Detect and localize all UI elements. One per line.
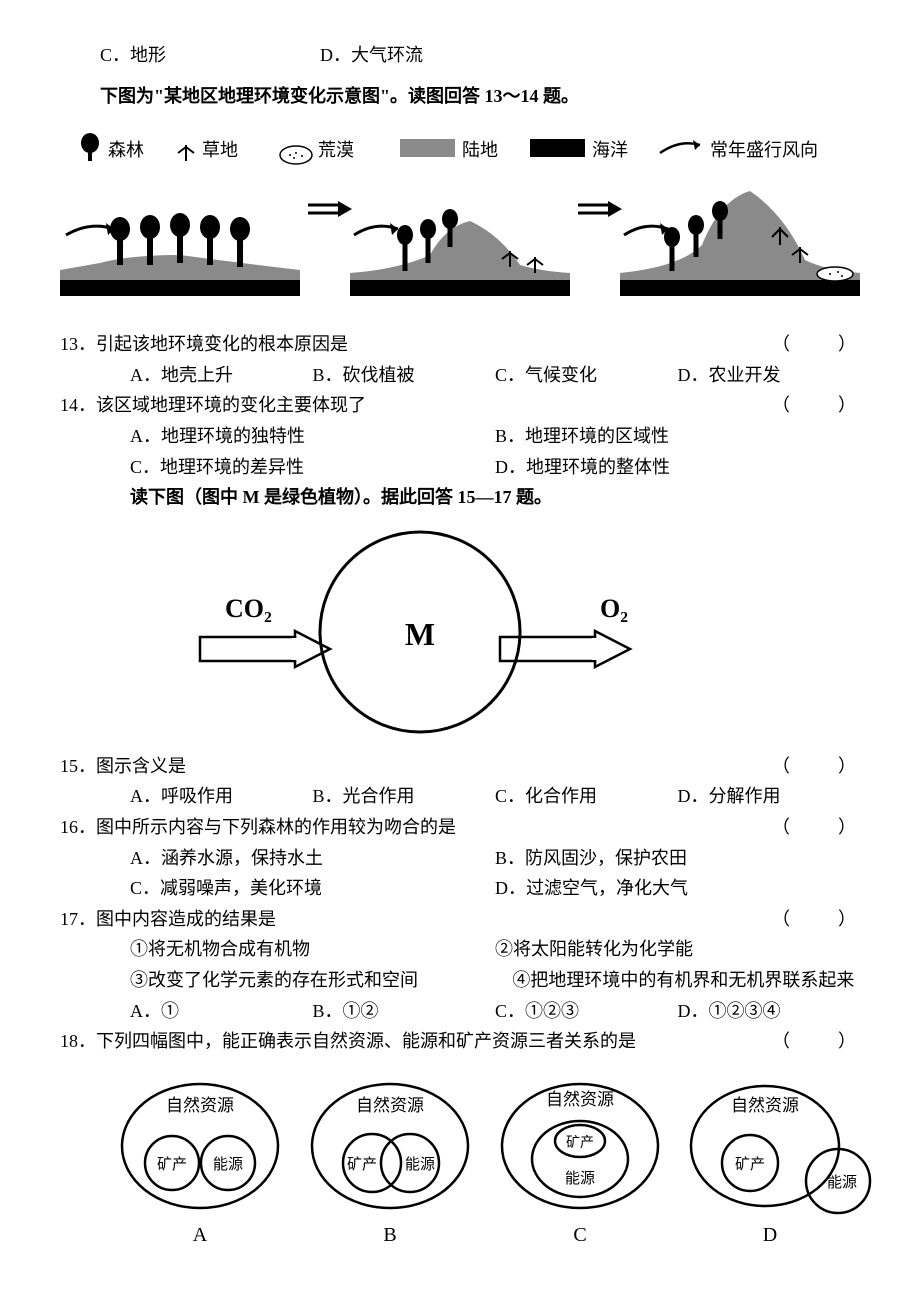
q17-s1: ①将无机物合成有机物 — [130, 934, 495, 965]
q13-a: A．地壳上升 — [130, 360, 313, 391]
vennC-nature: 自然资源 — [546, 1090, 614, 1109]
q13-options: A．地壳上升 B．砍伐植被 C．气候变化 D．农业开发 — [60, 360, 860, 391]
q15-options: A．呼吸作用 B．光合作用 C．化合作用 D．分解作用 — [60, 781, 860, 812]
q17-d: D．①②③④ — [678, 996, 861, 1027]
fig2-co2: CO₂ — [225, 594, 272, 623]
q14-num: 14． — [60, 390, 96, 421]
vennA-nature: 自然资源 — [166, 1096, 234, 1115]
q14-d: D．地理环境的整体性 — [495, 452, 860, 483]
q17-num: 17． — [60, 904, 96, 935]
q13: 13． 引起该地环境变化的根本原因是 （ ） — [60, 329, 860, 360]
opt-d: D．大气环流 — [320, 40, 423, 71]
q17-statements-row1: ①将无机物合成有机物 ②将太阳能转化为化学能 — [60, 934, 860, 965]
q13-paren: （ ） — [772, 329, 860, 360]
vennB-mineral: 矿产 — [347, 1156, 377, 1173]
q17-s2: ②将太阳能转化为化学能 — [495, 934, 860, 965]
vennD-energy: 能源 — [827, 1174, 857, 1191]
legend-wind: 常年盛行风向 — [710, 140, 818, 160]
q18-stem: 下列四幅图中，能正确表示自然资源、能源和矿产资源三者关系的是 — [96, 1026, 772, 1057]
vennB-nature: 自然资源 — [356, 1096, 424, 1115]
q17-options: A．① B．①② C．①②③ D．①②③④ — [60, 996, 860, 1027]
q15-b: B．光合作用 — [313, 781, 496, 812]
q17-paren: （ ） — [772, 904, 860, 935]
legend-grass: 草地 — [202, 140, 238, 160]
q14-paren: （ ） — [772, 390, 860, 421]
figure-environment-change: 森林 草地 荒漠 陆地 海洋 常年盛行风向 — [60, 125, 860, 315]
legend-ocean: 海洋 — [592, 140, 628, 160]
vennD-nature: 自然资源 — [731, 1096, 799, 1115]
q13-d: D．农业开发 — [678, 360, 861, 391]
vennC-label: C — [573, 1224, 586, 1246]
intro-15-17: 读下图（图中 M 是绿色植物）。据此回答 15—17 题。 — [60, 482, 860, 513]
q13-b: B．砍伐植被 — [313, 360, 496, 391]
legend-land: 陆地 — [462, 140, 498, 160]
vennD-mineral: 矿产 — [735, 1156, 765, 1173]
q15-num: 15． — [60, 751, 96, 782]
q14-c: C．地理环境的差异性 — [130, 452, 495, 483]
q16-b: B．防风固沙，保护农田 — [495, 843, 860, 874]
q18: 18． 下列四幅图中，能正确表示自然资源、能源和矿产资源三者关系的是 （ ） — [60, 1026, 860, 1057]
vennB-label: B — [383, 1224, 396, 1246]
q13-c: C．气候变化 — [495, 360, 678, 391]
opt-c: C．地形 — [100, 40, 320, 71]
q16-options-row2: C．减弱噪声，美化环境 D．过滤空气，净化大气 — [60, 873, 860, 904]
vennA-label: A — [193, 1224, 208, 1246]
legend-forest: 森林 — [108, 140, 144, 160]
q16: 16． 图中所示内容与下列森林的作用较为吻合的是 （ ） — [60, 812, 860, 843]
vennA-mineral: 矿产 — [157, 1156, 187, 1173]
vennD-label: D — [763, 1224, 777, 1246]
q15-paren: （ ） — [772, 751, 860, 782]
q14-options-row2: C．地理环境的差异性 D．地理环境的整体性 — [60, 452, 860, 483]
vennB-energy: 能源 — [405, 1156, 435, 1173]
q16-a: A．涵养水源，保持水土 — [130, 843, 495, 874]
q18-num: 18． — [60, 1026, 96, 1057]
q14-options-row1: A．地理环境的独特性 B．地理环境的区域性 — [60, 421, 860, 452]
q16-options-row1: A．涵养水源，保持水土 B．防风固沙，保护农田 — [60, 843, 860, 874]
top-options: C．地形 D．大气环流 — [60, 40, 860, 71]
fig2-o2: O₂ — [600, 594, 628, 623]
q16-num: 16． — [60, 812, 96, 843]
q17-b: B．①② — [313, 996, 496, 1027]
q15-c: C．化合作用 — [495, 781, 678, 812]
q18-paren: （ ） — [772, 1026, 860, 1057]
q16-paren: （ ） — [772, 812, 860, 843]
legend-desert: 荒漠 — [318, 140, 354, 160]
q13-stem: 引起该地环境变化的根本原因是 — [96, 329, 772, 360]
intro-13-14: 下图为"某地区地理环境变化示意图"。读图回答 13～14 题。 — [60, 81, 860, 112]
q17-a: A．① — [130, 996, 313, 1027]
q17-stem: 图中内容造成的结果是 — [96, 904, 772, 935]
vennC-energy: 能源 — [565, 1170, 595, 1187]
figure-venn-set: 自然资源 矿产 能源 A 自然资源 矿产 能源 B 自然资源 能源 矿产 C 自… — [60, 1071, 860, 1251]
q16-stem: 图中所示内容与下列森林的作用较为吻合的是 — [96, 812, 772, 843]
q17-statements-row2: ③改变了化学元素的存在形式和空间 ④把地理环境中的有机界和无机界联系起来 — [60, 965, 860, 996]
vennA-energy: 能源 — [213, 1156, 243, 1173]
q17-s3: ③改变了化学元素的存在形式和空间 — [130, 965, 512, 996]
q16-d: D．过滤空气，净化大气 — [495, 873, 860, 904]
q15-d: D．分解作用 — [678, 781, 861, 812]
q14: 14． 该区域地理环境的变化主要体现了 （ ） — [60, 390, 860, 421]
fig2-m: M — [405, 616, 435, 652]
q14-stem: 该区域地理环境的变化主要体现了 — [96, 390, 772, 421]
figure-m-plant: M CO₂ O₂ — [60, 527, 860, 737]
vennC-mineral: 矿产 — [566, 1135, 594, 1151]
q17-s4: ④把地理环境中的有机界和无机界联系起来 — [512, 965, 860, 996]
q17-c: C．①②③ — [495, 996, 678, 1027]
q15-a: A．呼吸作用 — [130, 781, 313, 812]
q14-b: B．地理环境的区域性 — [495, 421, 860, 452]
q13-num: 13． — [60, 329, 96, 360]
q17: 17． 图中内容造成的结果是 （ ） — [60, 904, 860, 935]
q16-c: C．减弱噪声，美化环境 — [130, 873, 495, 904]
q15-stem: 图示含义是 — [96, 751, 772, 782]
q15: 15． 图示含义是 （ ） — [60, 751, 860, 782]
q14-a: A．地理环境的独特性 — [130, 421, 495, 452]
